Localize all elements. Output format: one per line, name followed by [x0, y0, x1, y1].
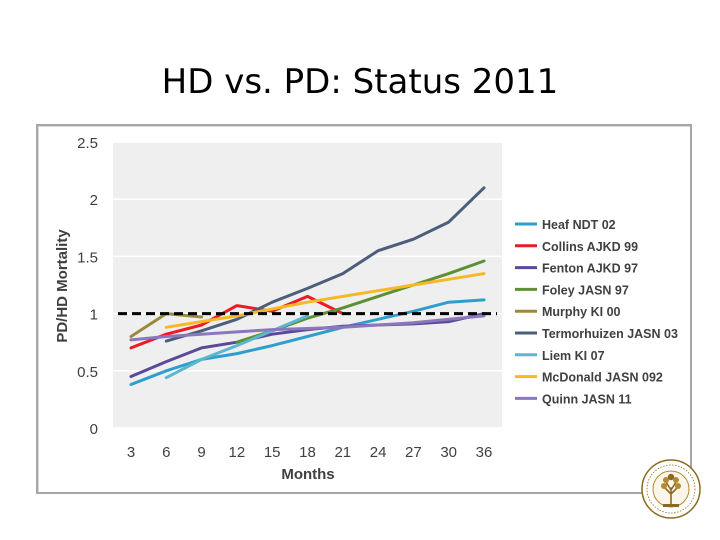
seal-inner-ring — [646, 464, 696, 514]
seal-leaf — [675, 483, 681, 489]
x-tick-label: 24 — [370, 444, 387, 461]
y-tick-label: 0 — [90, 421, 98, 438]
legend-label: Liem KI 07 — [542, 349, 605, 363]
x-tick-label: 9 — [197, 444, 205, 461]
series-line — [129, 294, 345, 350]
y-tick-label: 1.5 — [77, 249, 98, 266]
x-tick-label: 3 — [127, 444, 135, 461]
y-tick-label: 2.5 — [77, 135, 98, 152]
legend-label: Murphy KI 00 — [542, 305, 621, 319]
x-tick-label: 6 — [162, 444, 170, 461]
y-axis-ticks: 0 0.5 1 1.5 2 2.5 — [77, 135, 98, 438]
legend: Heaf NDT 02 Collins AJKD 99 Fenton AJKD 97… — [515, 218, 678, 406]
x-tick-label: 30 — [440, 444, 457, 461]
slide-title: HD vs. PD: Status 2011 — [161, 62, 559, 102]
plot-background — [113, 142, 502, 428]
seal-leaf — [667, 473, 675, 481]
x-tick-label: 15 — [264, 444, 281, 461]
seal-leaf — [661, 483, 667, 489]
seal-leaf — [673, 477, 679, 483]
x-tick-label: 21 — [334, 444, 351, 461]
legend-label: Fenton AJKD 97 — [542, 262, 638, 276]
plot-area — [113, 142, 502, 428]
series-line — [129, 314, 486, 342]
x-axis-ticks: 3 6 9 12 15 18 21 24 27 30 36 — [127, 444, 493, 461]
seal-leaf — [663, 477, 669, 483]
society-seal-icon — [641, 459, 701, 519]
x-axis-label: Months — [281, 466, 334, 483]
legend-label: Heaf NDT 02 — [542, 218, 616, 232]
series-line — [164, 314, 309, 380]
y-axis-label: PD/HD Mortality — [54, 229, 71, 343]
series-lines — [129, 186, 486, 386]
x-tick-label: 27 — [405, 444, 422, 461]
x-tick-label: 36 — [476, 444, 493, 461]
series-line — [164, 186, 486, 343]
legend-label: Termorhuizen JASN 03 — [542, 327, 678, 341]
series-line — [129, 298, 486, 386]
legend-label: Foley JASN 97 — [542, 283, 629, 297]
legend-label: Quinn JASN 11 — [542, 392, 632, 406]
x-tick-label: 18 — [299, 444, 316, 461]
seal-base — [663, 504, 679, 507]
y-tick-label: 1 — [90, 307, 98, 324]
legend-label: McDonald JASN 092 — [542, 371, 663, 385]
y-tick-label: 0.5 — [77, 364, 98, 381]
x-tick-label: 12 — [229, 444, 246, 461]
series-line — [164, 272, 486, 329]
legend-label: Collins AJKD 99 — [542, 240, 638, 254]
y-tick-label: 2 — [90, 192, 98, 209]
seal-tree-icon — [663, 481, 679, 506]
